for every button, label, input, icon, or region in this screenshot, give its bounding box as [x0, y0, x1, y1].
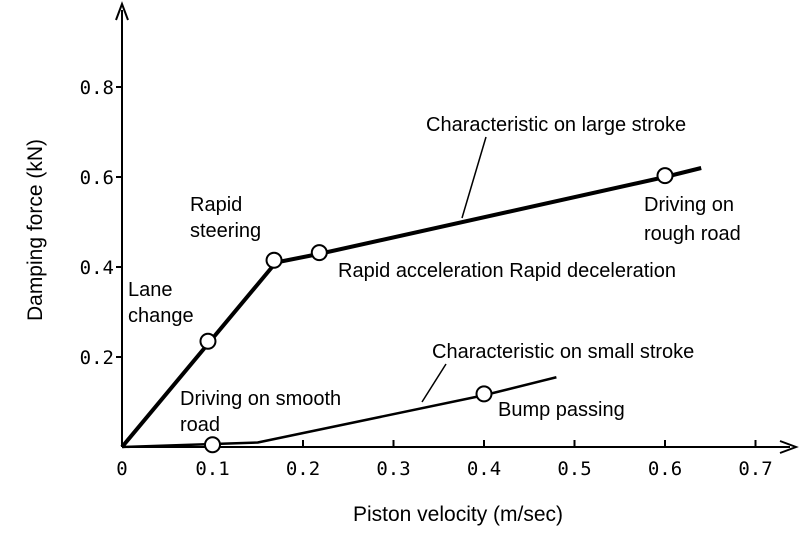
y-tick-label: 0.8 [80, 77, 114, 99]
axes [115, 1, 799, 454]
label-smooth-road-1: Driving on smooth [180, 388, 341, 410]
label-lane-change-2: change [128, 305, 194, 327]
x-tick-label: 0.4 [467, 458, 501, 480]
leader-large-stroke [461, 136, 487, 219]
markers [199, 167, 674, 454]
label-rapid-steering-1: Rapid [190, 194, 242, 216]
x-tick-label: 0.7 [738, 458, 772, 480]
x-tick-label: 0 [116, 458, 127, 480]
label-bump-passing: Bump passing [498, 399, 625, 421]
label-rapid-steering-2: steering [190, 220, 261, 242]
label-small-stroke: Characteristic on small stroke [432, 341, 694, 363]
leader-small-stroke [421, 363, 447, 403]
x-tick-label: 0.1 [195, 458, 229, 480]
y-axis-title: Damping force (kN) [24, 139, 47, 321]
x-tick-label: 0.5 [557, 458, 591, 480]
label-rapid-accel-decel: Rapid acceleration Rapid deceleration [338, 260, 676, 282]
small-stroke-line [121, 376, 557, 449]
y-tick-label: 0.4 [80, 257, 114, 279]
marker-circle [310, 244, 328, 262]
ticks: 0 0.1 0.2 0.3 0.4 0.5 0.6 0.7 0.2 0.4 0.6 0.8 [80, 77, 773, 480]
label-lane-change-1: Lane [128, 279, 173, 301]
x-tick-label: 0.6 [648, 458, 682, 480]
x-axis-arrow [779, 440, 799, 454]
marker-circle [199, 332, 217, 350]
x-tick-label: 0.2 [286, 458, 320, 480]
leader-lines [421, 136, 487, 403]
y-tick-label: 0.6 [80, 167, 114, 189]
marker-circle [656, 167, 674, 185]
label-rough-road-1: Driving on [644, 194, 734, 216]
marker-circle [204, 436, 221, 454]
y-axis-arrow [115, 1, 129, 21]
y-tick-label: 0.2 [80, 347, 114, 369]
label-rough-road-2: rough road [644, 223, 741, 245]
x-tick-label: 0.3 [376, 458, 410, 480]
label-large-stroke: Characteristic on large stroke [426, 114, 686, 136]
x-axis-title: Piston velocity (m/sec) [353, 503, 563, 526]
label-smooth-road-2: road [180, 414, 220, 436]
marker-circle [265, 251, 283, 269]
marker-circle [475, 385, 493, 403]
